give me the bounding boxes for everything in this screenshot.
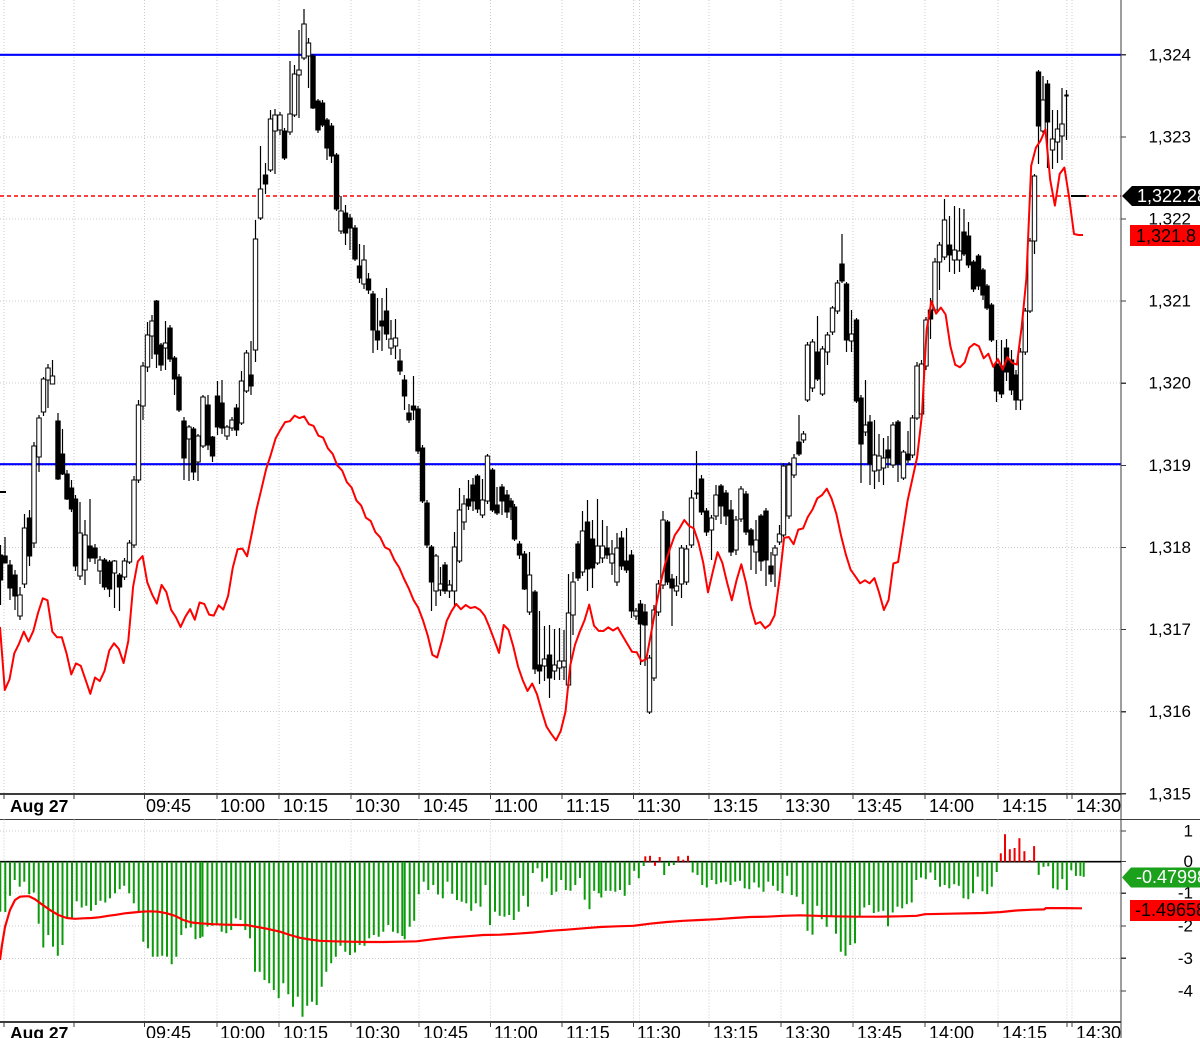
svg-text:1,322.28: 1,322.28 [1137,186,1200,206]
svg-text:-4: -4 [1178,982,1193,1001]
svg-text:09:45: 09:45 [146,1023,191,1038]
svg-text:1,324: 1,324 [1148,45,1191,64]
svg-text:14:30: 14:30 [1076,796,1121,816]
svg-text:13:15: 13:15 [713,796,758,816]
svg-text:14:00: 14:00 [929,796,974,816]
svg-text:11:00: 11:00 [494,796,538,816]
svg-text:10:45: 10:45 [423,796,468,816]
svg-text:-0.47998: -0.47998 [1136,867,1200,887]
svg-text:1,315: 1,315 [1148,784,1191,803]
svg-text:11:30: 11:30 [637,796,681,816]
svg-text:-1.49658: -1.49658 [1135,900,1200,920]
svg-text:Aug 27: Aug 27 [10,1023,68,1038]
svg-text:14:15: 14:15 [1002,796,1047,816]
svg-text:Aug 27: Aug 27 [10,796,68,816]
svg-text:10:15: 10:15 [283,1023,328,1038]
svg-text:13:45: 13:45 [857,1023,902,1038]
svg-text:14:15: 14:15 [1002,1023,1047,1038]
svg-text:1,323: 1,323 [1148,127,1191,146]
svg-text:1,316: 1,316 [1148,702,1191,721]
svg-text:13:45: 13:45 [857,796,902,816]
svg-text:11:15: 11:15 [566,1023,610,1038]
svg-text:1,317: 1,317 [1148,620,1191,639]
svg-text:13:15: 13:15 [713,1023,758,1038]
svg-text:13:30: 13:30 [785,796,830,816]
svg-text:-3: -3 [1178,949,1193,968]
svg-text:13:30: 13:30 [785,1023,830,1038]
svg-text:0: 0 [1184,852,1193,871]
svg-text:11:00: 11:00 [494,1023,538,1038]
svg-text:10:00: 10:00 [220,1023,265,1038]
svg-text:1,321: 1,321 [1148,292,1191,311]
svg-text:1,320: 1,320 [1148,374,1191,393]
svg-text:-1: -1 [1178,884,1193,903]
svg-text:1,318: 1,318 [1148,538,1191,557]
svg-text:10:30: 10:30 [355,796,400,816]
svg-text:10:15: 10:15 [283,796,328,816]
svg-text:1,321.8: 1,321.8 [1136,226,1196,246]
svg-text:14:00: 14:00 [929,1023,974,1038]
svg-text:09:45: 09:45 [146,796,191,816]
svg-text:14:30: 14:30 [1076,1023,1121,1038]
svg-text:1: 1 [1184,822,1193,841]
svg-text:1,322: 1,322 [1148,210,1191,229]
svg-text:1,319: 1,319 [1148,456,1191,475]
svg-text:11:15: 11:15 [566,796,610,816]
svg-text:11:30: 11:30 [637,1023,681,1038]
svg-text:10:30: 10:30 [355,1023,400,1038]
svg-text:-2: -2 [1178,916,1193,935]
svg-text:10:45: 10:45 [423,1023,468,1038]
svg-text:10:00: 10:00 [220,796,265,816]
